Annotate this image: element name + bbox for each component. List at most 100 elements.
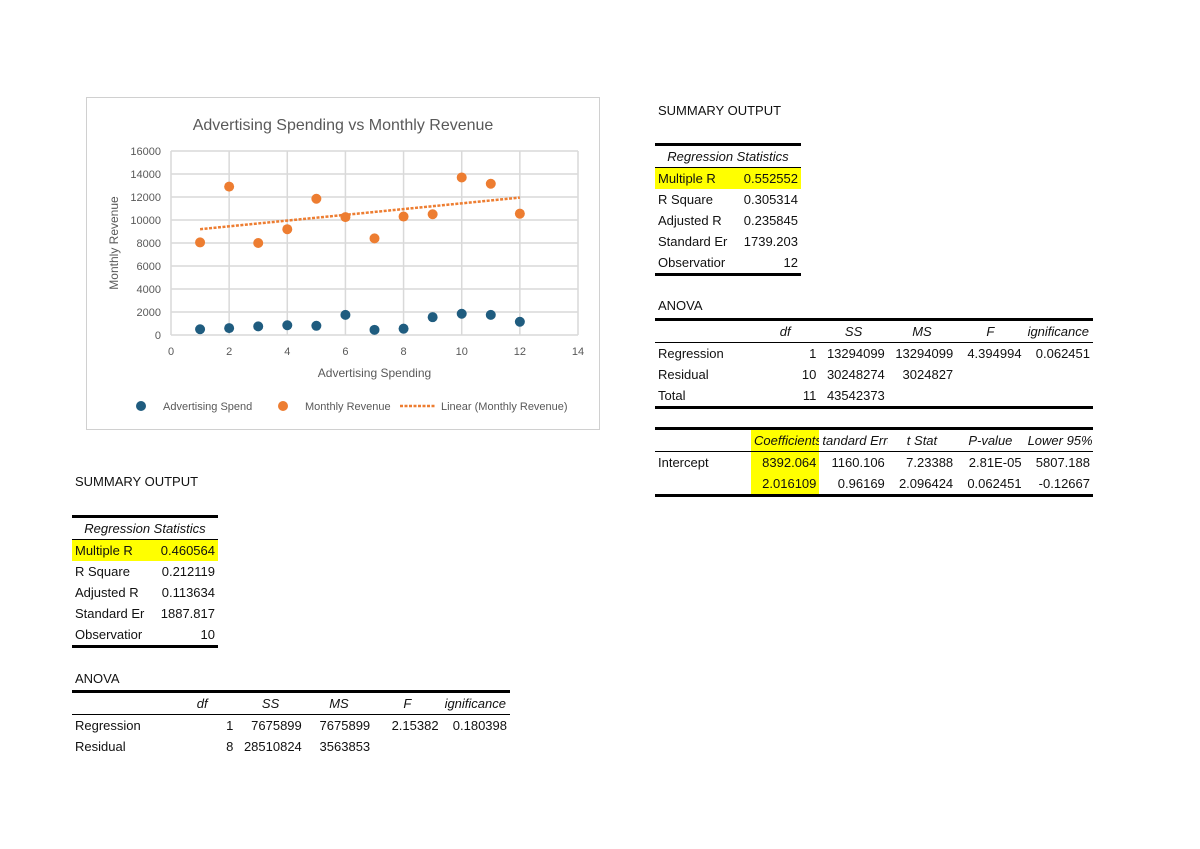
regression-stats-header: Regression Statistics <box>655 143 801 168</box>
x-tick-label: 6 <box>342 346 348 358</box>
value: 8 <box>226 739 234 754</box>
trendline <box>199 196 520 231</box>
stat-value: 0.305314 <box>743 192 798 207</box>
stat-value: 10 <box>153 624 218 648</box>
column-header: F <box>373 690 442 715</box>
left-regression-stats: Regression Statistics Multiple R 0.460564 R… <box>72 515 218 648</box>
table-row: Total 11 43542373 <box>655 385 1093 409</box>
stat-label: Standard Er <box>658 234 728 249</box>
point-monthly-revenue <box>369 233 380 244</box>
point-monthly-revenue <box>398 211 409 222</box>
value: 3024827 <box>902 367 954 382</box>
header-row: Regression Statistics <box>655 143 801 168</box>
point-monthly-revenue <box>456 172 467 183</box>
point-advertising-spend <box>340 309 351 320</box>
column-header: t Stat <box>887 427 957 452</box>
column-header: ignificance F <box>1024 318 1093 343</box>
value: 8392.064 <box>751 451 820 473</box>
y-tick-label: 8000 <box>137 238 161 250</box>
point-monthly-revenue <box>253 238 264 248</box>
y-tick-label: 16000 <box>130 146 161 158</box>
row-label: Regression <box>658 346 724 361</box>
value: 0.180398 <box>452 718 507 733</box>
table-row: R Square 0.305314 <box>655 189 801 210</box>
row-label: Total <box>655 385 751 409</box>
column-header: Coefficients <box>751 427 820 452</box>
point-advertising-spend <box>398 323 409 334</box>
row-label: Intercept <box>658 455 709 470</box>
value <box>1025 364 1093 385</box>
point-advertising-spend <box>485 309 496 320</box>
x-tick-label: 10 <box>456 346 468 358</box>
point-monthly-revenue <box>427 209 438 220</box>
regression-stats-header: Regression Statistics <box>72 515 218 540</box>
table-row: Regression 1 7675899 7675899 2.15382 0.180398 <box>72 715 510 737</box>
value: -0.12667 <box>1024 473 1093 497</box>
left-anova-title: ANOVA <box>75 671 120 686</box>
x-tick-label: 0 <box>168 346 174 358</box>
value: 2.15382 <box>391 718 439 733</box>
table-row: Adjusted R 0.235845 <box>655 210 801 231</box>
table-row: Regression 1 13294099 13294099 4.394994 0.062… <box>655 343 1093 365</box>
column-header: SS <box>819 318 888 343</box>
table-row: Multiple R 0.552552 <box>655 167 801 189</box>
value: 1 <box>809 346 817 361</box>
table-row: Residual 10 30248274 3024827 <box>655 364 1093 385</box>
table-row: Residual 8 28510824 3563853 <box>72 736 510 757</box>
value: 5807.188 <box>1035 455 1090 470</box>
row-label: Regression <box>75 718 141 733</box>
point-monthly-revenue <box>282 224 293 235</box>
table-row: R Square 0.212119 <box>72 561 218 582</box>
y-axis-label: Monthly Revenue <box>107 196 121 290</box>
y-tick-label: 6000 <box>137 261 161 273</box>
stat-label: R Square <box>658 192 713 207</box>
value: 1 <box>226 718 234 733</box>
scatter-chart: Advertising Spending vs Monthly Revenue 0… <box>107 117 584 413</box>
value: 7675899 <box>251 718 302 733</box>
y-tick-label: 12000 <box>130 192 161 204</box>
column-header <box>72 690 168 715</box>
chart-title: Advertising Spending vs Monthly Revenue <box>193 117 494 134</box>
right-summary-title: SUMMARY OUTPUT <box>658 103 782 118</box>
stat-label: Multiple R <box>72 539 154 561</box>
column-header <box>655 318 751 343</box>
value: 3563853 <box>319 739 371 754</box>
column-header: F <box>956 318 1025 343</box>
point-advertising-spend <box>514 316 525 327</box>
value: 10 <box>801 367 817 382</box>
header-row: Regression Statistics <box>72 515 218 540</box>
header-row: Coefficients tandard Errc t Stat P-value Low… <box>655 427 1093 452</box>
value: 28510824 <box>243 739 302 754</box>
table-row: Observatior 12 <box>655 252 801 276</box>
value: 7.23388 <box>906 455 954 470</box>
stat-value: 0.113634 <box>161 585 215 600</box>
stat-value: 12 <box>736 252 801 276</box>
value <box>887 385 957 409</box>
x-axis-label: Advertising Spending <box>318 366 431 380</box>
stat-value: 1739.203 <box>743 234 798 249</box>
column-header <box>655 427 751 452</box>
stat-label: Standard Er <box>75 606 145 621</box>
point-advertising-spend <box>456 308 467 319</box>
point-advertising-spend <box>195 324 206 335</box>
value: 43542373 <box>819 385 888 409</box>
value: 0.062451 <box>956 473 1025 497</box>
stat-label: Adjusted R <box>75 585 139 600</box>
table-row: Observatior 10 <box>72 624 218 648</box>
point-advertising-spend <box>427 312 438 323</box>
point-advertising-spend <box>224 323 235 334</box>
column-header: P-value <box>956 427 1025 452</box>
column-header: MS <box>304 690 374 715</box>
point-monthly-revenue <box>340 212 351 223</box>
column-header: ignificance F <box>441 690 510 715</box>
value: 11 <box>751 385 820 409</box>
value: 2.81E-05 <box>968 455 1022 470</box>
y-tick-label: 14000 <box>130 169 161 181</box>
legend-marker-advertising-spend <box>136 401 146 411</box>
point-monthly-revenue <box>514 208 525 219</box>
column-header: df <box>168 690 237 715</box>
